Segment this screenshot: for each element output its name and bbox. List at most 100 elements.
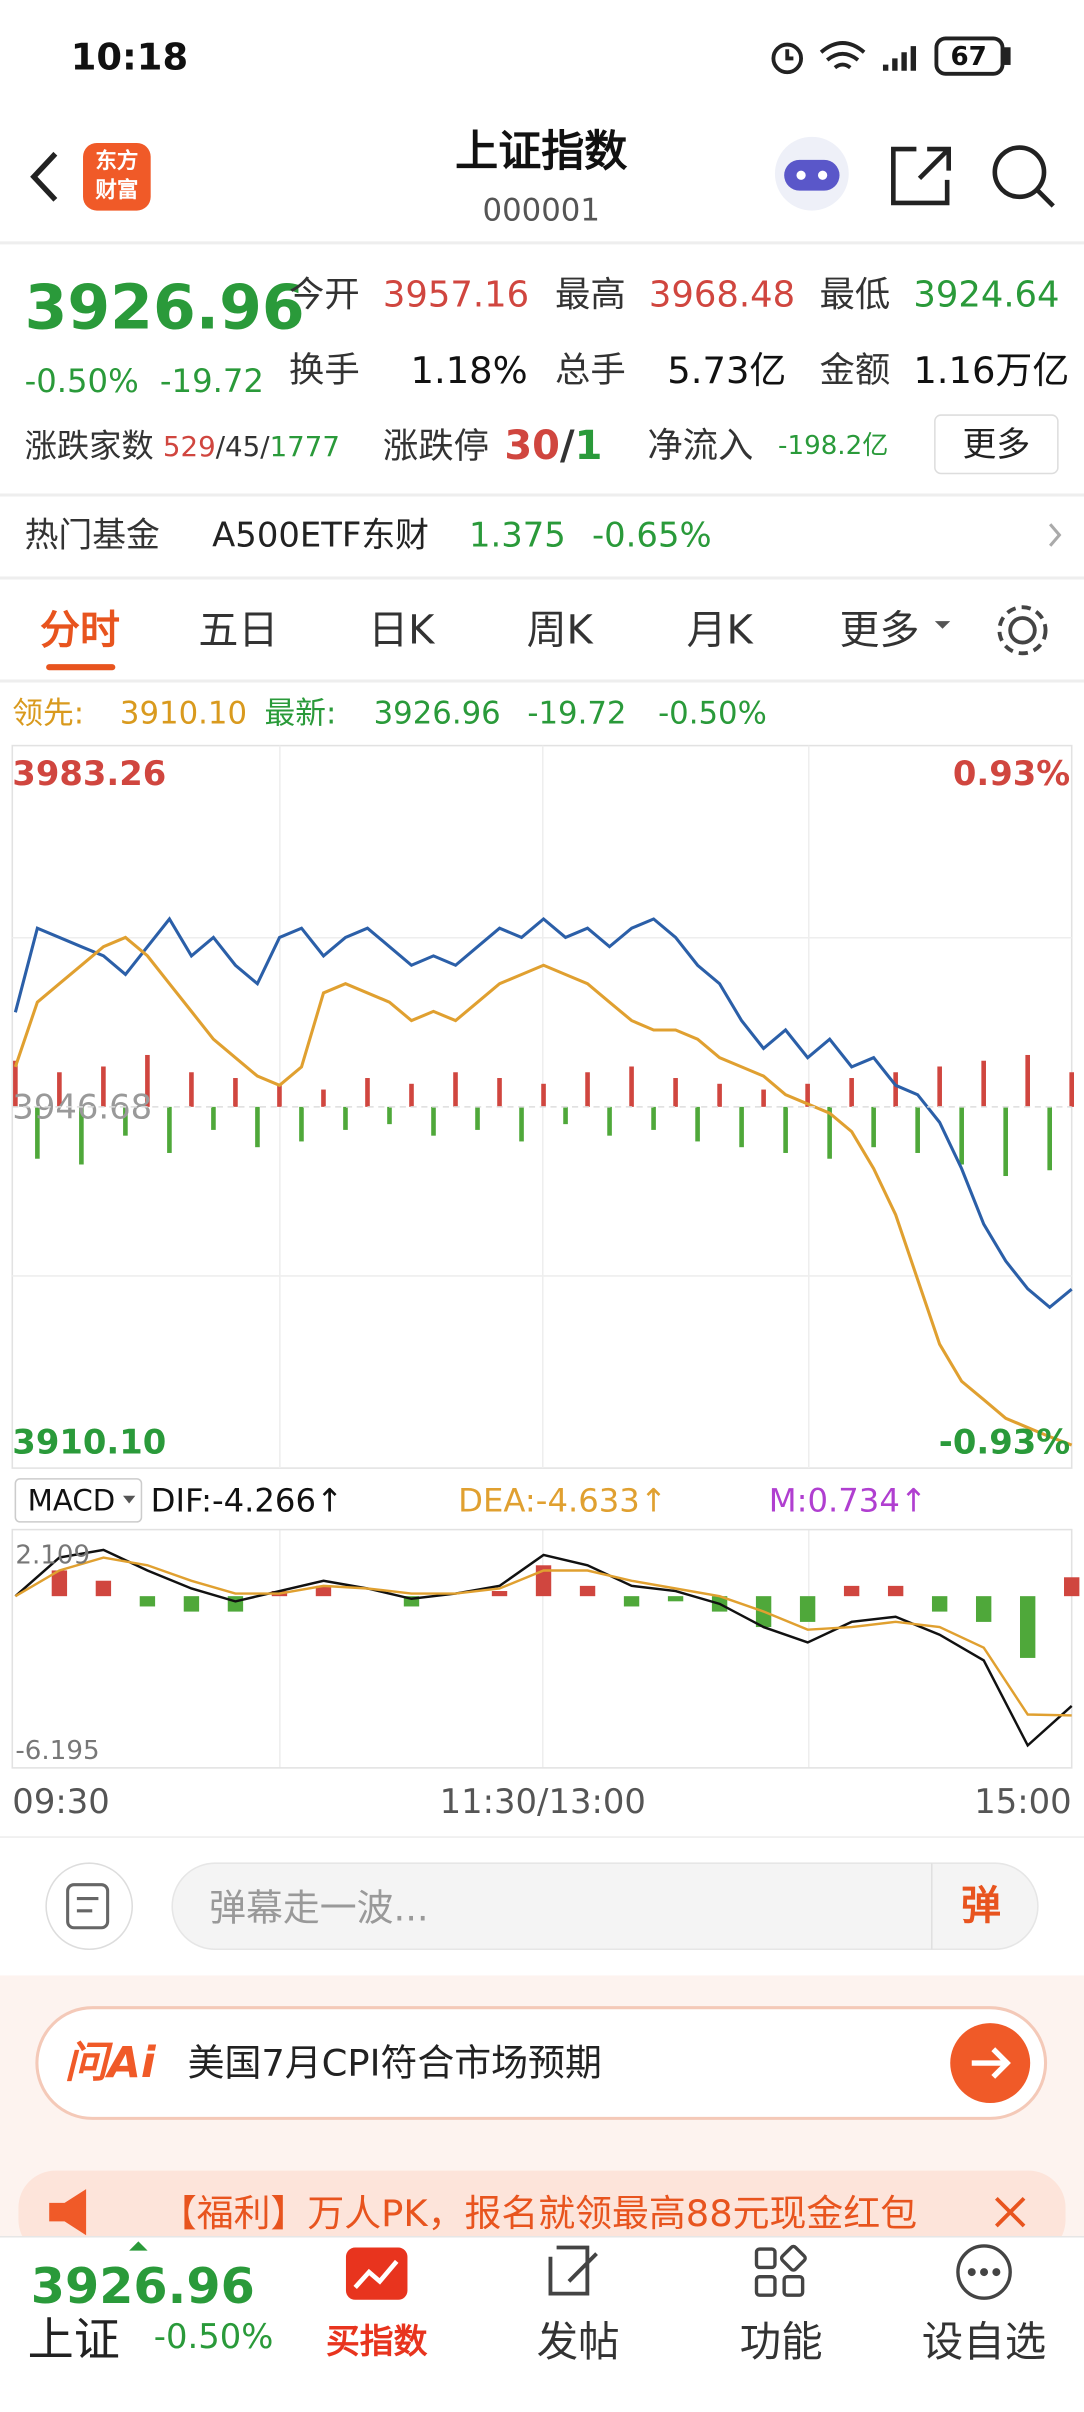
nav-bar: [0, 2236, 1084, 2412]
breadth-bar: [431, 1106, 436, 1136]
arrow: [971, 2047, 1011, 2079]
breadth-bar: [783, 1106, 788, 1153]
macd-bar: [183, 1596, 200, 1612]
macd-bar: [887, 1585, 904, 1597]
stat-label: 最高: [555, 275, 626, 316]
breadth-bar: [915, 1106, 920, 1153]
breadth-bar: [35, 1106, 40, 1159]
breadth-bar: [13, 1060, 18, 1107]
macd-bar: [667, 1596, 684, 1602]
search-button[interactable]: [992, 145, 1055, 208]
macd-selector[interactable]: [14, 1478, 143, 1523]
share-button[interactable]: [891, 146, 951, 206]
breadth-bar: [893, 1072, 898, 1107]
breadth-bar: [761, 1089, 766, 1107]
breadth-bar: [123, 1106, 128, 1136]
slash: /: [216, 429, 226, 462]
dea-label: DEA:-4.633↑: [458, 1481, 667, 1519]
tab[interactable]: 更多: [840, 607, 920, 653]
limit-row: 涨跌停 30/1: [383, 423, 603, 469]
lead-label: 领先:: [12, 695, 84, 731]
breadth-bar: [607, 1106, 612, 1136]
comment-input[interactable]: [171, 1862, 1039, 1951]
breadth-bar: [365, 1078, 370, 1107]
stock-code: 000001: [483, 193, 600, 229]
function-icon: [754, 2244, 807, 2297]
close-button[interactable]: [994, 2196, 1026, 2228]
back-button[interactable]: [30, 151, 58, 202]
notes-button[interactable]: [45, 1862, 134, 1951]
breadth-bar: [211, 1106, 216, 1130]
breadth-bar: [233, 1078, 238, 1107]
fund-pct: -0.65%: [592, 515, 712, 554]
more-button[interactable]: [934, 414, 1059, 475]
macd-line: [14, 1548, 1073, 1748]
breadth-bar: [79, 1106, 84, 1165]
danmaku-button[interactable]: 弹: [961, 1883, 1001, 1929]
tab[interactable]: 周K: [527, 607, 595, 653]
macd-bar: [579, 1585, 596, 1597]
nav-price[interactable]: 3926.96: [31, 2257, 255, 2315]
breadth-bar: [299, 1106, 304, 1142]
status-time: 10:18: [71, 35, 188, 78]
nav-item[interactable]: 设自选: [922, 2317, 1047, 2366]
breadth-bar: [1025, 1054, 1030, 1107]
tab[interactable]: 月K: [686, 607, 754, 653]
breadth-label: 涨跌家数: [25, 427, 154, 465]
dif-label: DIF:-4.266↑: [151, 1481, 343, 1519]
breadth-bar: [673, 1078, 678, 1107]
breadth-bar: [629, 1066, 634, 1107]
latest-change: -19.72: [527, 695, 626, 731]
inflow-value: -198.2亿: [778, 431, 888, 461]
change-pct: -0.50%: [25, 362, 139, 400]
stat-label: 今开: [289, 275, 360, 316]
expand-arrow: [129, 2241, 148, 2251]
robot-icon[interactable]: [774, 136, 849, 211]
tab[interactable]: 五日: [198, 607, 278, 653]
settings-button[interactable]: [997, 605, 1048, 656]
macd-bar: [931, 1596, 948, 1612]
tab-underline: [46, 664, 116, 671]
latest-value: 3926.96: [374, 695, 501, 731]
macd-bar: [1019, 1596, 1036, 1658]
fund-name[interactable]: A500ETF东财: [212, 515, 429, 554]
ai-label: 问Ai: [65, 2038, 157, 2088]
breadth-bar: [739, 1106, 744, 1148]
breadth-down: 1777: [270, 429, 340, 462]
nav-item[interactable]: 发帖: [537, 2317, 620, 2366]
stat-value: 1.18%: [411, 349, 528, 392]
macd-bar: [975, 1596, 992, 1622]
stat-value: 3957.16: [383, 275, 529, 316]
macd-tick-label: 2.109: [15, 1541, 90, 1571]
breadth-bar: [1003, 1106, 1008, 1177]
macd-label: MACD: [28, 1483, 116, 1517]
nav-item[interactable]: 功能: [740, 2317, 823, 2366]
breadth-bar: [563, 1106, 568, 1125]
app-logo[interactable]: [83, 142, 151, 211]
breadth-bar: [651, 1106, 656, 1130]
breadth-bar: [1069, 1072, 1075, 1107]
megaphone-icon: [49, 2189, 87, 2236]
macd-bar: [51, 1570, 68, 1597]
latest-label: 最新:: [264, 695, 336, 731]
breadth-bar: [453, 1072, 458, 1107]
breadth-flat: 45: [225, 429, 260, 462]
tab[interactable]: 日K: [368, 607, 436, 653]
post-icon: [548, 2245, 598, 2296]
macd-bar: [227, 1596, 244, 1612]
breadth-bar: [497, 1078, 502, 1107]
inflow-label: 净流入: [647, 425, 753, 466]
ai-banner[interactable]: [35, 2006, 1048, 2120]
breadth-bar: [189, 1072, 194, 1107]
breadth-bar: [959, 1106, 964, 1165]
promo-banner[interactable]: [18, 2170, 1066, 2257]
logo-text: 财富: [95, 177, 138, 203]
tab[interactable]: 分时: [40, 607, 120, 653]
macd-chart: 2.109 -6.195: [14, 1541, 1080, 1766]
breadth-bar: [717, 1083, 722, 1107]
nav-item[interactable]: 买指数: [326, 2322, 428, 2361]
promo-text: 【福利】万人PK，报名就领最高88元现金红包: [160, 2192, 917, 2235]
y2-tick-label: 0.93%: [953, 754, 1070, 793]
